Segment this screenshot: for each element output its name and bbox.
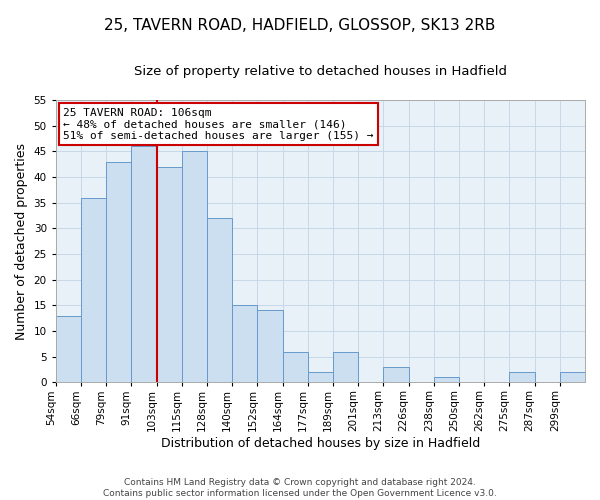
- Bar: [560, 372, 585, 382]
- Bar: [333, 352, 358, 382]
- Bar: [509, 372, 535, 382]
- Bar: [56, 316, 81, 382]
- Text: 25, TAVERN ROAD, HADFIELD, GLOSSOP, SK13 2RB: 25, TAVERN ROAD, HADFIELD, GLOSSOP, SK13…: [104, 18, 496, 32]
- Bar: [207, 218, 232, 382]
- Bar: [257, 310, 283, 382]
- Bar: [182, 152, 207, 382]
- Bar: [232, 306, 257, 382]
- Bar: [157, 166, 182, 382]
- Text: Contains HM Land Registry data © Crown copyright and database right 2024.
Contai: Contains HM Land Registry data © Crown c…: [103, 478, 497, 498]
- Bar: [434, 377, 459, 382]
- Bar: [383, 367, 409, 382]
- Bar: [131, 146, 157, 382]
- Bar: [106, 162, 131, 382]
- Bar: [81, 198, 106, 382]
- Title: Size of property relative to detached houses in Hadfield: Size of property relative to detached ho…: [134, 65, 507, 78]
- Bar: [308, 372, 333, 382]
- Y-axis label: Number of detached properties: Number of detached properties: [15, 142, 28, 340]
- Text: 25 TAVERN ROAD: 106sqm
← 48% of detached houses are smaller (146)
51% of semi-de: 25 TAVERN ROAD: 106sqm ← 48% of detached…: [64, 108, 374, 141]
- Bar: [283, 352, 308, 382]
- X-axis label: Distribution of detached houses by size in Hadfield: Distribution of detached houses by size …: [161, 437, 480, 450]
